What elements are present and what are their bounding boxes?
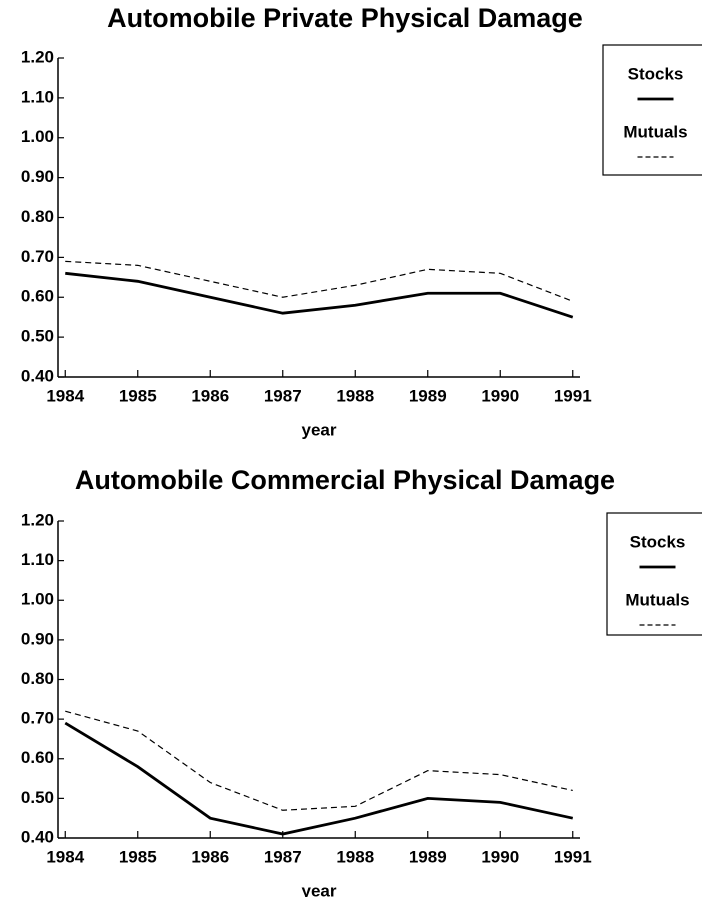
x-tick-label: 1988	[336, 386, 374, 405]
chart-title: Automobile Private Physical Damage	[107, 3, 583, 33]
y-tick-label: 0.50	[21, 788, 54, 807]
y-tick-label: 0.60	[21, 748, 54, 767]
x-tick-label: 1985	[119, 386, 157, 405]
x-tick-label: 1991	[554, 847, 592, 866]
x-tick-label: 1987	[264, 847, 302, 866]
legend-label: Stocks	[628, 64, 684, 83]
x-tick-label: 1989	[409, 386, 447, 405]
legend-label: Stocks	[630, 532, 686, 551]
y-tick-label: 0.70	[21, 247, 54, 266]
series-line	[65, 260, 573, 302]
x-tick-label: 1989	[409, 847, 447, 866]
y-tick-label: 1.20	[21, 47, 54, 66]
y-tick-label: 0.60	[21, 287, 54, 306]
x-tick-label: 1987	[264, 386, 302, 405]
legend-label: Mutuals	[623, 122, 687, 141]
y-tick-label: 0.90	[21, 629, 54, 648]
x-tick-label: 1991	[554, 386, 592, 405]
x-axis-label: year	[302, 420, 337, 439]
x-tick-label: 1990	[481, 386, 519, 405]
y-tick-label: 0.50	[21, 327, 54, 346]
legend-box	[602, 44, 702, 176]
legend-box	[606, 512, 702, 636]
x-tick-label: 1986	[191, 386, 229, 405]
y-tick-label: 0.40	[21, 827, 54, 846]
y-tick-label: 1.10	[21, 550, 54, 569]
y-tick-label: 1.00	[21, 127, 54, 146]
y-tick-label: 1.00	[21, 590, 54, 609]
chart-title: Automobile Commercial Physical Damage	[75, 465, 615, 495]
x-axis-label: year	[302, 881, 337, 897]
series-line	[64, 721, 574, 836]
y-tick-label: 0.80	[21, 669, 54, 688]
x-tick-label: 1985	[119, 847, 157, 866]
y-tick-label: 1.10	[21, 87, 54, 106]
series-line	[65, 710, 573, 811]
y-tick-label: 0.40	[21, 366, 54, 385]
x-tick-label: 1990	[481, 847, 519, 866]
x-tick-label: 1984	[46, 847, 84, 866]
x-tick-label: 1986	[191, 847, 229, 866]
y-tick-label: 0.80	[21, 207, 54, 226]
x-tick-label: 1988	[336, 847, 374, 866]
y-tick-label: 1.20	[21, 510, 54, 529]
y-tick-label: 0.90	[21, 167, 54, 186]
series-line	[65, 271, 574, 319]
y-tick-label: 0.70	[21, 709, 54, 728]
legend-label: Mutuals	[625, 590, 689, 609]
x-tick-label: 1984	[46, 386, 84, 405]
